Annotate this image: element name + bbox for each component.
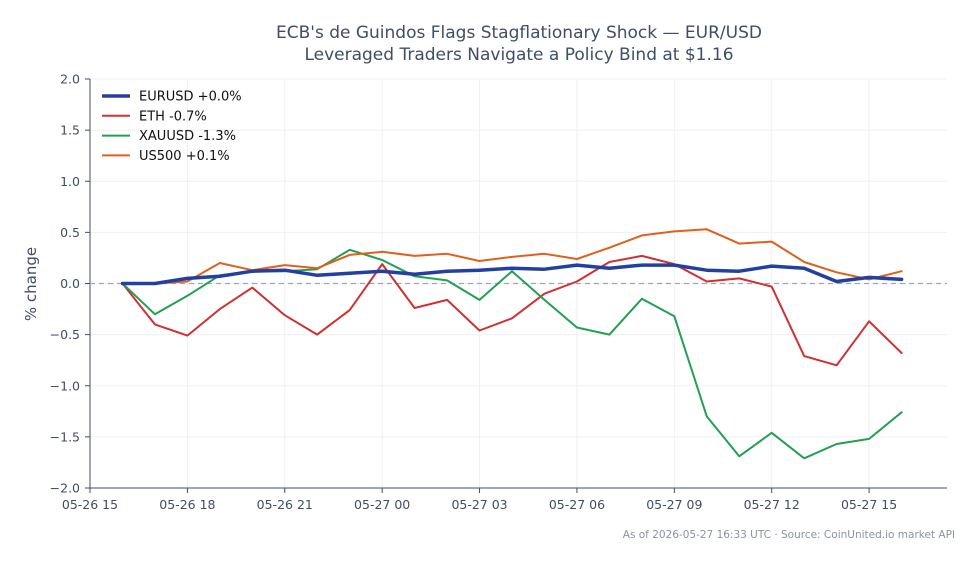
x-tick-label: 05-26 21: [257, 497, 313, 512]
y-tick-label: 1.0: [60, 174, 80, 189]
series-line: [121, 248, 903, 460]
x-tick-label: 05-26 18: [159, 497, 215, 512]
legend-label: US500 +0.1%: [139, 149, 230, 164]
axes: 2.0 1.5 1.0 0.5 0.0 −0.5 −1.0 −1.5 −2.005-26 15 0…: [50, 72, 947, 512]
chart-subtitle: Leveraged Traders Navigate a Policy Bind…: [304, 45, 733, 65]
x-tick-label: 05-27 06: [549, 497, 605, 512]
y-tick-label: −2.0: [50, 481, 80, 496]
x-tick-label: 05-27 03: [451, 497, 507, 512]
y-tick-label: 0.0: [60, 276, 80, 291]
y-tick-label: −1.0: [50, 378, 80, 393]
footer-note: As of 2026-05-27 16:33 UTC · Source: Coi…: [623, 529, 955, 541]
y-tick-label: −0.5: [50, 327, 80, 342]
legend: EURUSD +0.0% ETH -0.7% XAUUSD -1.3% US500 +…: [102, 90, 242, 164]
x-tick-label: 05-27 09: [646, 497, 702, 512]
series-line: [121, 228, 903, 285]
y-tick-label: −1.5: [50, 429, 80, 444]
series-lines: [120, 228, 904, 460]
y-tick-label: 2.0: [60, 72, 80, 87]
legend-label: ETH -0.7%: [139, 109, 207, 124]
y-tick-label: 1.5: [60, 123, 80, 138]
x-tick-label: 05-27 00: [354, 497, 410, 512]
series-line: [120, 263, 904, 286]
x-tick-label: 05-27 15: [841, 497, 897, 512]
y-axis-label: % change: [22, 247, 40, 321]
legend-label: EURUSD +0.0%: [139, 90, 242, 105]
legend-label: XAUUSD -1.3%: [139, 129, 236, 144]
x-tick-label: 05-27 12: [744, 497, 800, 512]
chart-title: ECB's de Guindos Flags Stagflationary Sh…: [276, 23, 762, 43]
x-tick-label: 05-26 15: [62, 497, 118, 512]
series-line: [121, 254, 903, 367]
y-tick-label: 0.5: [60, 225, 80, 240]
